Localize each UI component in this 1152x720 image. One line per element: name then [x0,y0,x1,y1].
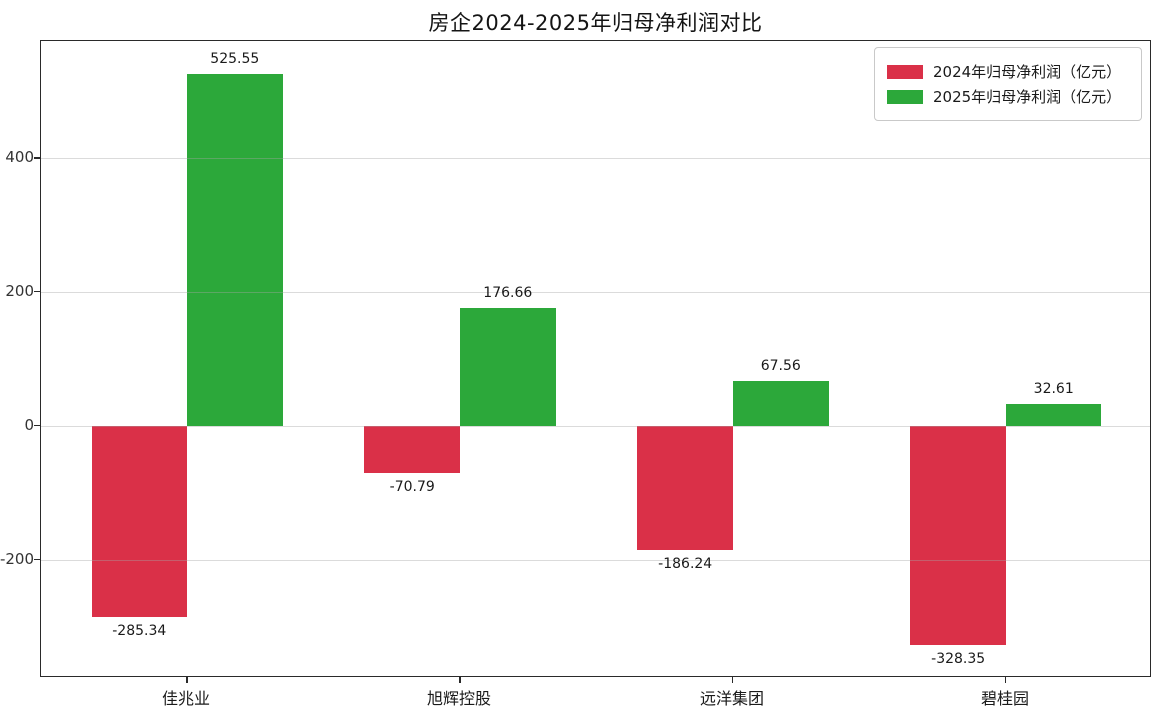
legend-label-2025: 2025年归母净利润（亿元） [933,88,1122,106]
x-tick-mark-0 [186,677,188,683]
legend-swatch-2025-icon [887,89,923,104]
chart-title: 房企2024-2025年归母净利润对比 [428,11,763,35]
gridline-200 [41,291,1150,293]
value-label-2025-0: 525.55 [210,51,260,68]
legend-swatch-2024-icon [887,64,923,79]
y-tick-label--200: -200 [0,549,34,568]
bar-2025-3 [1005,403,1102,426]
x-tick-mark-2 [731,677,734,683]
plot-area: -285.34 -70.79 -186.24 -328.35 525.55 176.66 6… [40,40,1151,677]
legend-label-2024: 2024年归母净利润（亿元） [933,63,1122,81]
legend-item-2025: 2025年归母净利润（亿元） [887,86,1129,107]
y-tick-mark--200 [34,558,40,561]
legend-item-2024: 2024年归母净利润（亿元） [887,61,1129,82]
y-tick-label-200: 200 [5,281,34,300]
bar-2024-1 [364,425,460,474]
gridline--200 [41,559,1150,561]
value-label-2024-0: -285.34 [112,622,167,639]
y-tick-label-0: 0 [24,415,34,434]
bar-2025-1 [460,307,556,426]
x-tick-label-2: 远洋集团 [699,689,764,708]
bar-2025-0 [187,74,283,426]
value-label-2025-3: 32.61 [1033,380,1074,397]
bar-2024-0 [91,425,188,617]
bar-2024-2 [637,425,733,551]
value-label-2024-2: -186.24 [658,556,713,573]
value-label-2024-3: -328.35 [931,651,986,668]
y-tick-mark-400 [34,157,40,159]
bar-2024-3 [910,425,1006,646]
value-label-2025-1: 176.66 [483,284,533,301]
value-label-2024-1: -70.79 [389,479,435,496]
x-tick-mark-1 [459,677,461,683]
bar-2025-2 [732,380,829,426]
legend: 2024年归母净利润（亿元） 2025年归母净利润（亿元） [874,47,1142,121]
gridline-0 [41,425,1150,427]
x-tick-mark-3 [1004,677,1007,683]
gridline-400 [41,158,1150,160]
x-tick-label-3: 碧桂园 [980,689,1029,708]
x-tick-label-0: 佳兆业 [162,689,211,708]
value-label-2025-2: 67.56 [760,357,801,374]
x-tick-label-1: 旭辉控股 [426,689,491,708]
y-tick-label-400: 400 [5,148,34,167]
y-tick-mark-0 [34,424,40,427]
y-tick-mark-200 [34,290,40,293]
